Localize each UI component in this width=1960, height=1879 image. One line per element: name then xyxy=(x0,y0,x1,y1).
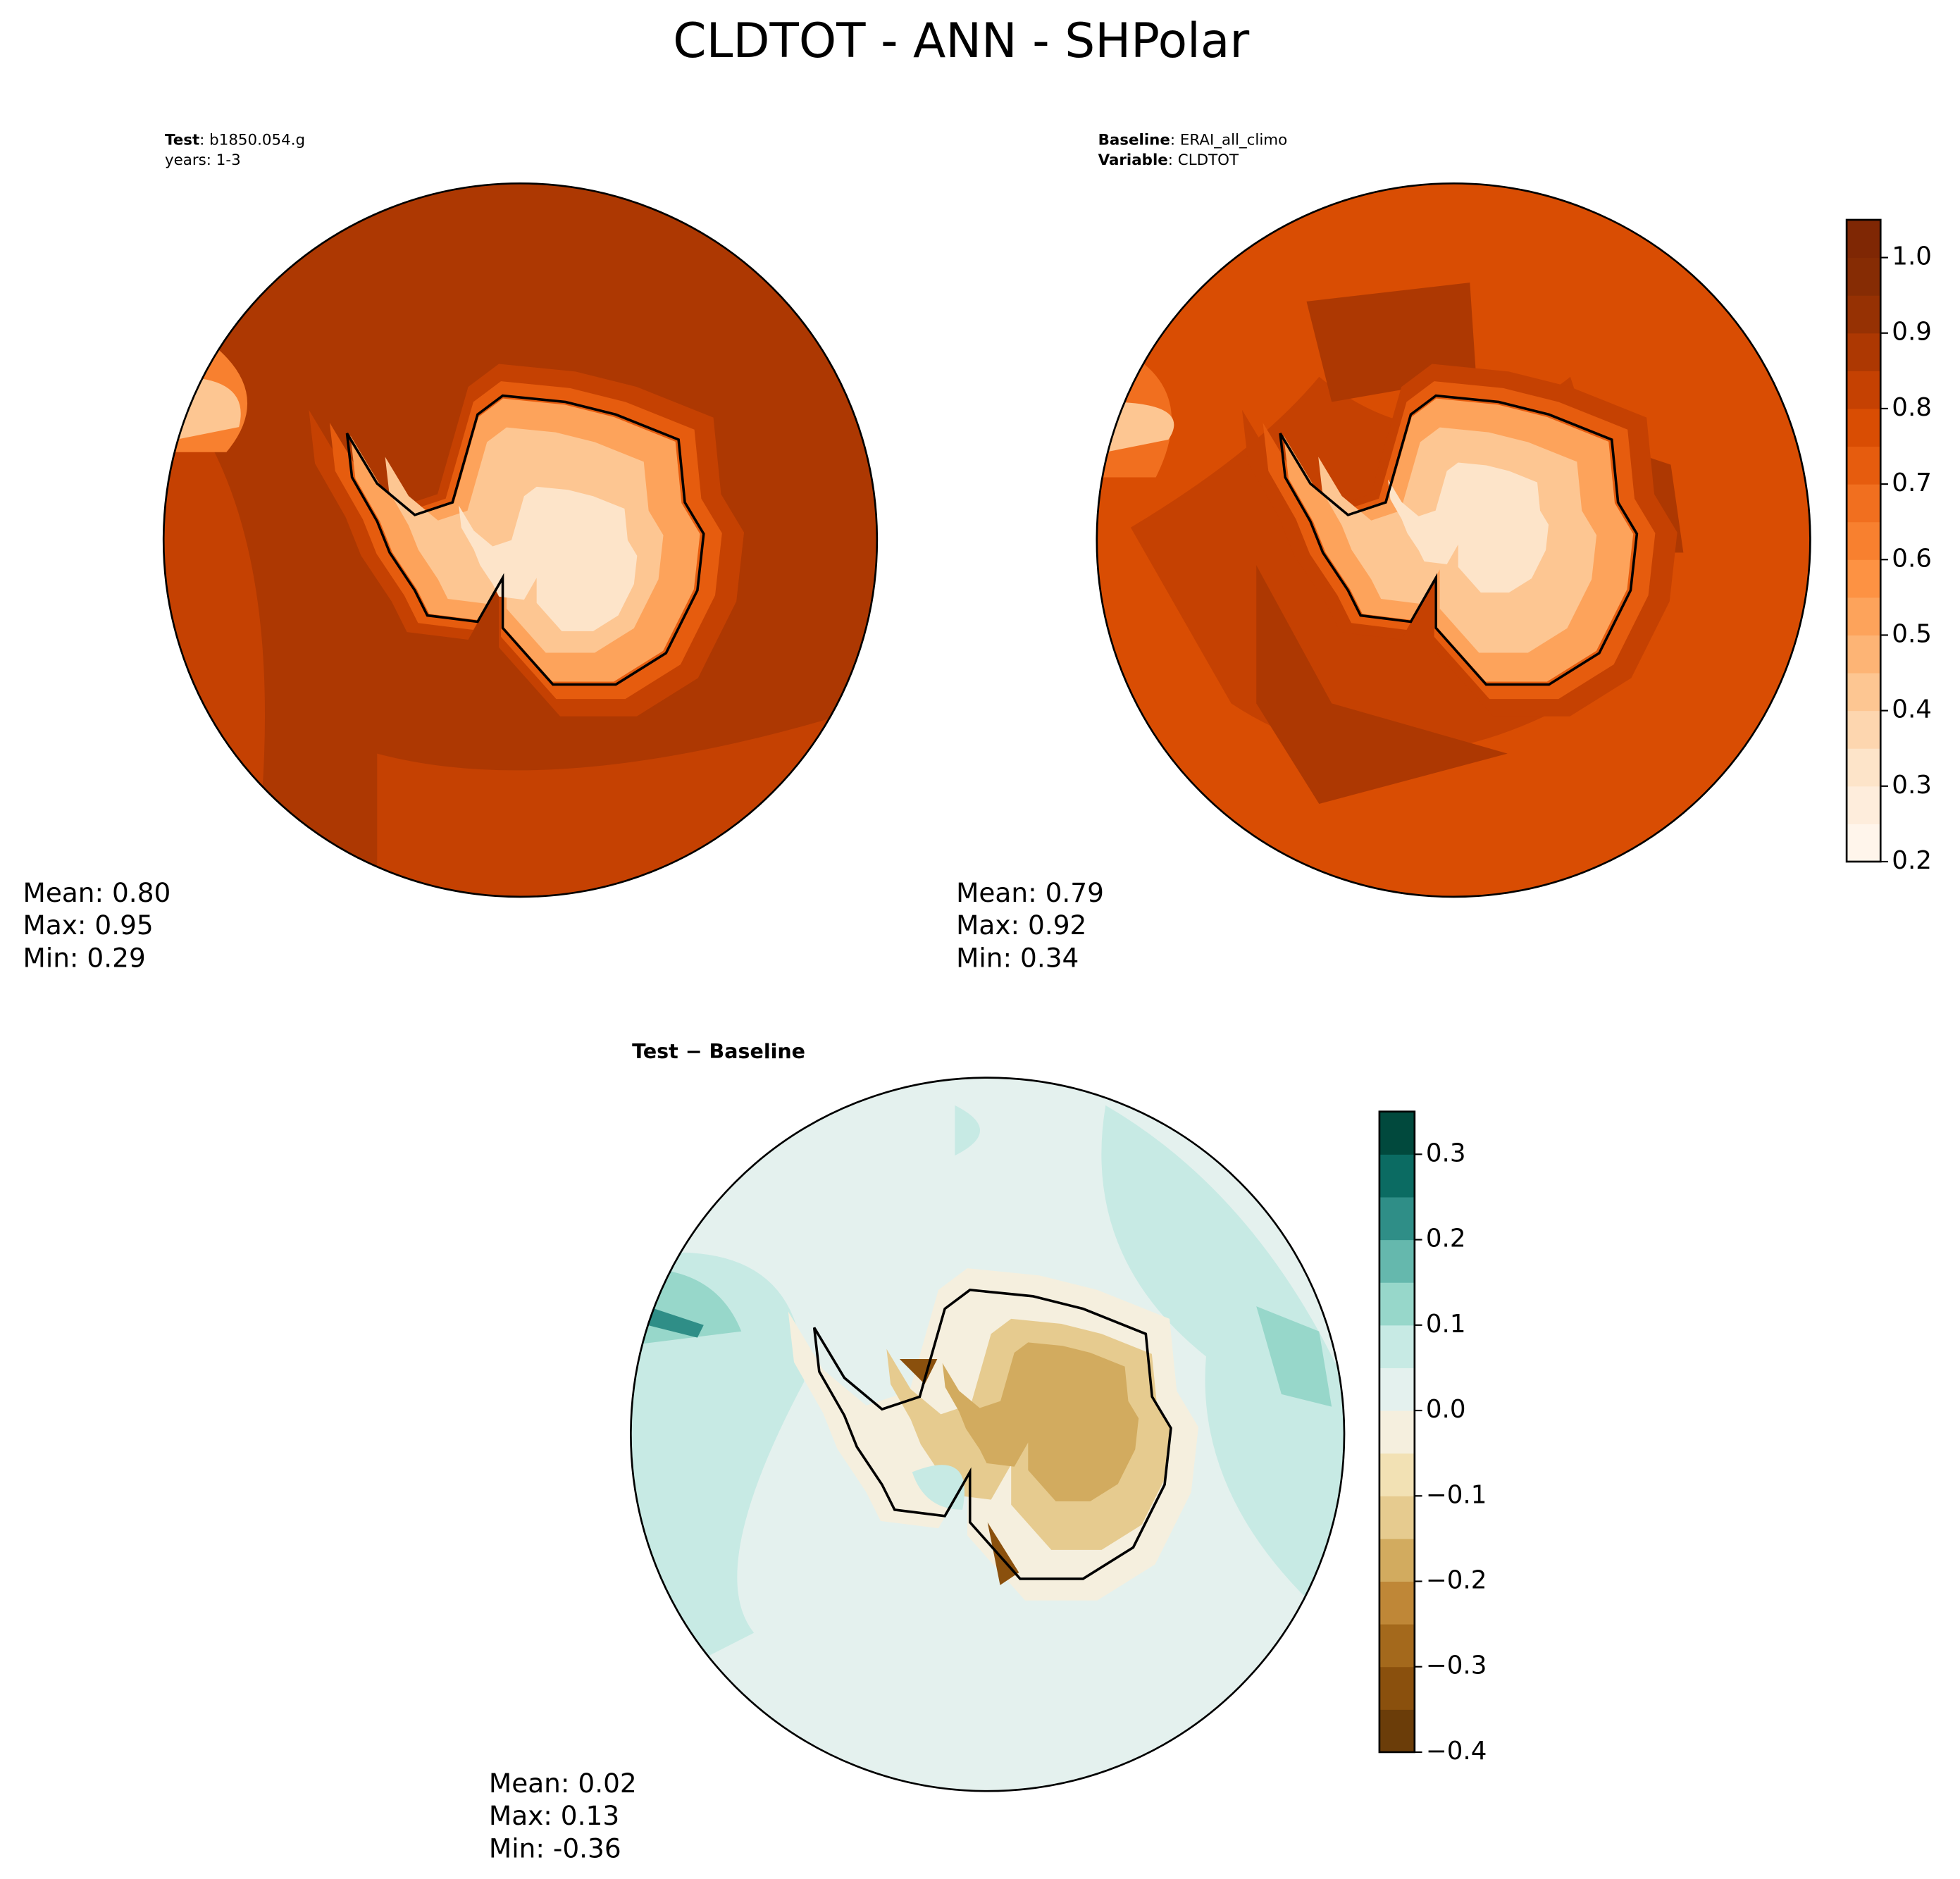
colorbar-tick-label: 0.4 xyxy=(1892,695,1932,724)
colorbar-segment xyxy=(1379,1709,1415,1753)
colorbar-segment xyxy=(1847,484,1881,523)
colorbar-tick-label: 0.1 xyxy=(1426,1310,1466,1339)
colorbar-segment xyxy=(1847,371,1881,409)
colorbar-segment xyxy=(1379,1325,1415,1368)
colorbar-segment xyxy=(1379,1496,1415,1539)
baseline-name: : ERAI_all_climo xyxy=(1170,132,1287,149)
test-label: Test xyxy=(165,132,199,149)
colorbar-segment xyxy=(1379,1410,1415,1454)
colorbar-segment xyxy=(1847,786,1881,824)
colorbar-tick-label: −0.2 xyxy=(1426,1565,1487,1594)
colorbar-segment xyxy=(1847,219,1881,259)
difference-map xyxy=(631,1077,1344,1792)
stat: Mean: 0.80 xyxy=(23,877,171,908)
stat: Mean: 0.02 xyxy=(489,1768,637,1799)
colorbar-segment xyxy=(1847,333,1881,371)
colorbar-segment xyxy=(1847,635,1881,674)
stat: Mean: 0.79 xyxy=(956,877,1104,908)
stat: Min: 0.29 xyxy=(23,943,146,974)
colorbar-segment xyxy=(1379,1196,1415,1241)
stat: Max: 0.13 xyxy=(489,1800,619,1831)
colorbar-segment xyxy=(1847,597,1881,635)
map-frame xyxy=(630,1077,1346,1792)
map-frame xyxy=(1096,182,1811,898)
colorbar-segment xyxy=(1847,408,1881,447)
map-frame xyxy=(162,182,879,898)
colorbar-tick-label: 0.2 xyxy=(1426,1224,1466,1253)
colorbar-segment xyxy=(1379,1581,1415,1625)
colorbar-frame xyxy=(1378,1110,1416,1754)
colorbar-tick-label: −0.1 xyxy=(1426,1480,1487,1509)
colorbar-segment xyxy=(1847,710,1881,749)
test-map xyxy=(163,183,877,897)
stat: Min: 0.34 xyxy=(956,943,1079,974)
colorbar-tick-label: 0.0 xyxy=(1426,1395,1466,1424)
test-name: : b1850.054.g xyxy=(199,132,305,149)
test-years: years: 1-3 xyxy=(165,151,241,169)
colorbar-segment xyxy=(1379,1368,1415,1411)
colorbar-tick-label: 0.9 xyxy=(1892,318,1932,347)
colorbar-tick-label: 0.8 xyxy=(1892,393,1932,422)
colorbar-segment xyxy=(1847,559,1881,598)
colorbar-tick-label: −0.3 xyxy=(1426,1651,1487,1680)
colorbar-tick-label: 0.3 xyxy=(1892,771,1932,800)
colorbar-segment xyxy=(1847,521,1881,560)
colorbar-segment xyxy=(1379,1624,1415,1668)
colorbar-segment xyxy=(1847,446,1881,485)
colorbar-segment xyxy=(1847,748,1881,787)
baseline-header: Baseline: ERAI_all_climo xyxy=(1098,132,1288,149)
baseline-map xyxy=(1096,183,1811,897)
colorbar-frame xyxy=(1845,218,1882,863)
variable-name: : CLDTOT xyxy=(1168,151,1239,169)
colorbar-tick-label: 0.7 xyxy=(1892,469,1932,497)
colorbar-segment xyxy=(1379,1453,1415,1496)
colorbar-tick-label: 0.5 xyxy=(1892,619,1932,648)
colorbar-tick-label: 0.3 xyxy=(1426,1139,1466,1167)
colorbar-tick-label: 0.2 xyxy=(1892,846,1932,875)
test-header: Test: b1850.054.g xyxy=(165,132,305,149)
test-stats: Mean: 0.80 Max: 0.95 Min: 0.29 xyxy=(23,877,171,974)
variable-label: Variable xyxy=(1098,151,1168,169)
colorbar-tick-label: 1.0 xyxy=(1892,242,1932,271)
colorbar-segment xyxy=(1379,1666,1415,1710)
colorbar-segment xyxy=(1379,1282,1415,1326)
colorbar-segment xyxy=(1379,1111,1415,1155)
colorbar-segment xyxy=(1379,1154,1415,1198)
colorbar-segment xyxy=(1847,824,1881,862)
colorbar-tick-label: −0.4 xyxy=(1426,1737,1487,1766)
stat: Max: 0.92 xyxy=(956,910,1086,941)
baseline-stats: Mean: 0.79 Max: 0.92 Min: 0.34 xyxy=(956,877,1104,974)
colorbar-segment xyxy=(1379,1239,1415,1283)
variable-header: Variable: CLDTOT xyxy=(1098,151,1239,169)
colorbar-segment xyxy=(1379,1538,1415,1582)
colorbar-segment xyxy=(1847,257,1881,296)
colorbar-segment xyxy=(1847,673,1881,712)
stat: Max: 0.95 xyxy=(23,910,154,941)
colorbar-segment xyxy=(1847,295,1881,334)
figure-title: CLDTOT - ANN - SHPolar xyxy=(673,13,1249,68)
difference-title: Test − Baseline xyxy=(632,1040,805,1063)
stat: Min: -0.36 xyxy=(489,1833,621,1864)
difference-stats: Mean: 0.02 Max: 0.13 Min: -0.36 xyxy=(489,1768,637,1864)
colorbar-tick-label: 0.6 xyxy=(1892,544,1932,573)
baseline-label: Baseline xyxy=(1098,132,1170,149)
